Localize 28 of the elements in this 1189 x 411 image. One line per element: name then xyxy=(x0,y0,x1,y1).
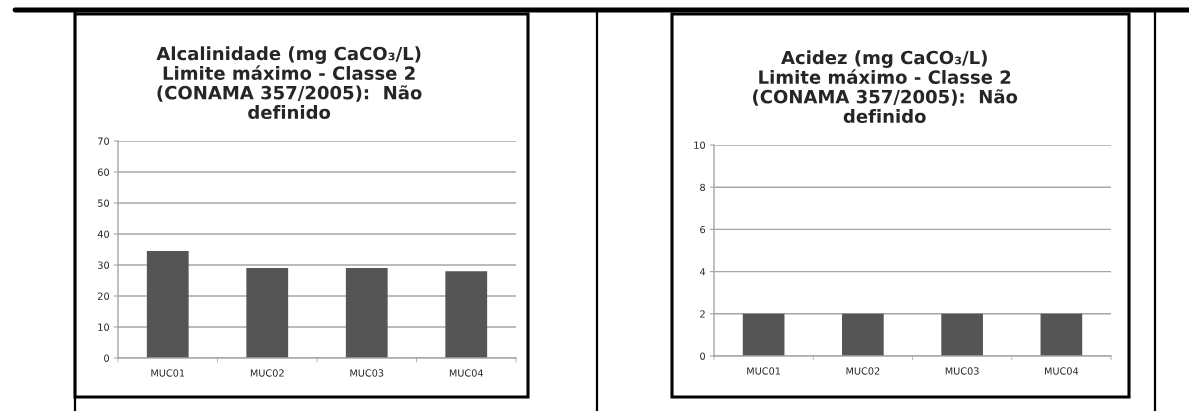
y-tick-label: 8 xyxy=(700,183,705,192)
y-tick-label: 10 xyxy=(98,323,110,331)
x-tick-label: MUC03 xyxy=(945,367,979,375)
y-tick-label: 0 xyxy=(104,354,110,362)
y-tick-label: 10 xyxy=(694,141,706,149)
chart-title: Acidez (mg CaCO₃/L) Limite máximo - Classe 2 (CONAMA 357/2005): Não definido xyxy=(753,50,1018,124)
chart-title: Alcalinidade (mg CaCO₃/L) Limite máximo - Classe 2 (CONAMA 357/2005): Não definido xyxy=(156,46,422,120)
y-tick-label: 4 xyxy=(699,268,706,276)
x-tick-label: MUC02 xyxy=(846,367,880,375)
bar xyxy=(246,268,289,358)
bar xyxy=(146,251,189,358)
y-tick-label: 20 xyxy=(98,292,110,300)
y-tick-label: 6 xyxy=(700,225,706,234)
y-tick-label: 2 xyxy=(700,310,705,318)
bar xyxy=(445,271,488,358)
x-tick-label: MUC04 xyxy=(1045,367,1079,375)
y-tick-label: 30 xyxy=(98,261,110,269)
x-tick-label: MUC03 xyxy=(350,369,384,377)
x-tick-label: MUC01 xyxy=(747,367,781,375)
bar xyxy=(345,268,388,358)
x-tick-label: MUC04 xyxy=(449,369,484,377)
x-tick-label: MUC02 xyxy=(250,369,284,377)
y-tick-label: 70 xyxy=(98,137,110,145)
x-tick-label: MUC01 xyxy=(151,369,185,377)
y-tick-label: 0 xyxy=(700,352,706,360)
y-tick-label: 40 xyxy=(97,230,110,238)
y-tick-label: 50 xyxy=(98,199,110,207)
y-tick-label: 60 xyxy=(97,168,110,176)
